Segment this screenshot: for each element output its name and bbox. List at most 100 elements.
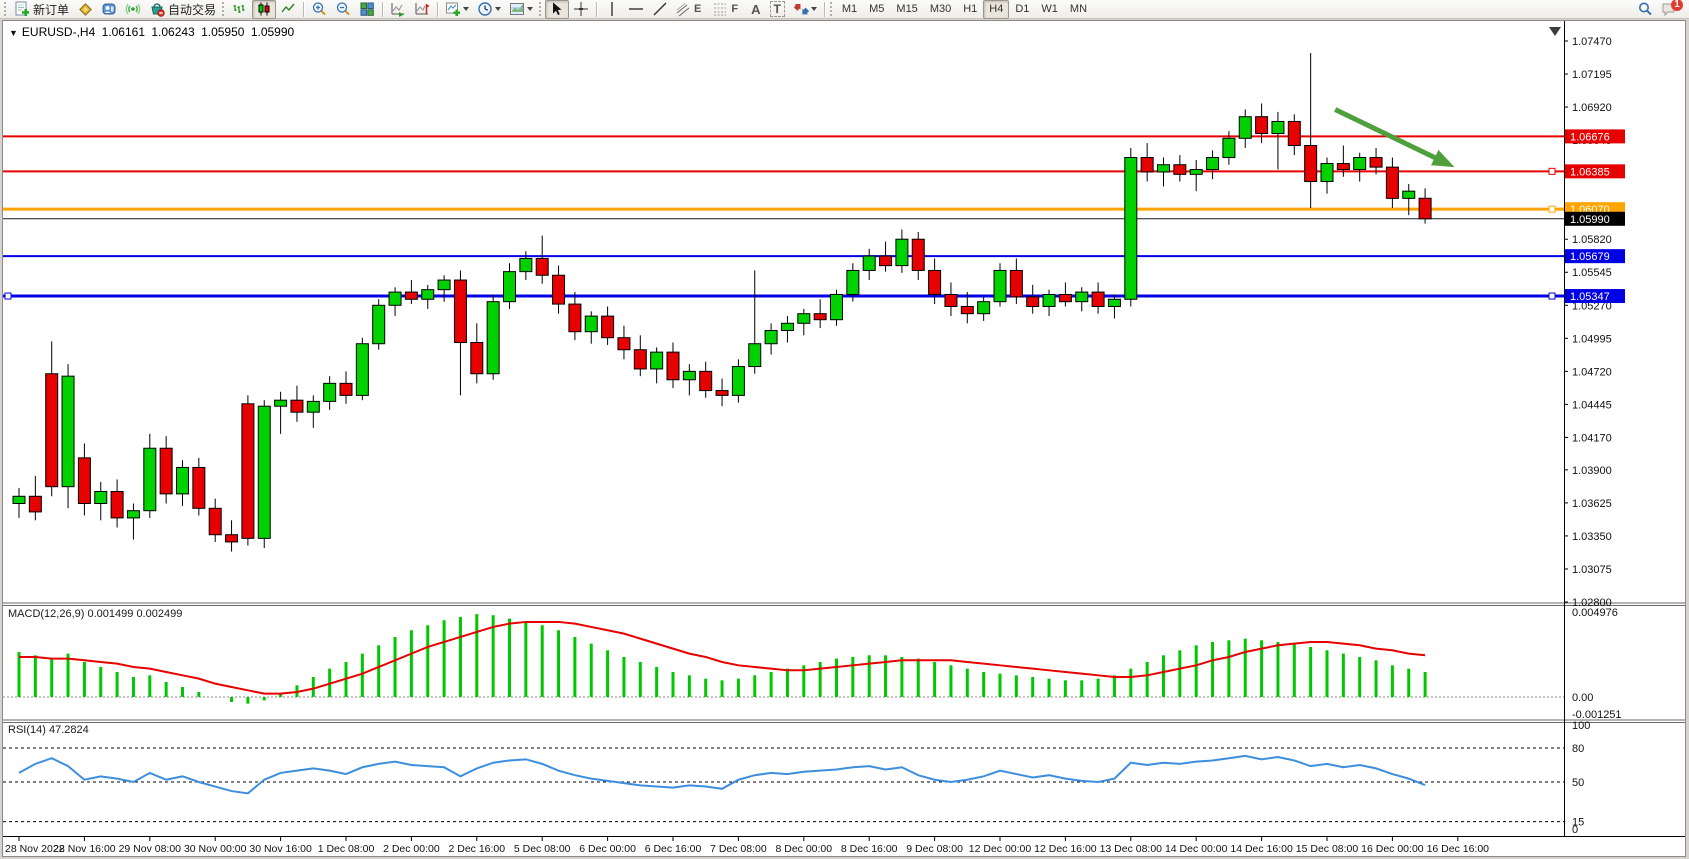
toolbar-grip[interactable] — [829, 2, 832, 16]
bear-candle — [404, 291, 418, 300]
time-axis-label: 13 Dec 08:00 — [1100, 843, 1163, 855]
vertical-line-button[interactable] — [600, 0, 624, 19]
bar-chart-button[interactable] — [228, 0, 252, 19]
chart-window[interactable]: ▼ EURUSD-,H4 1.06161 1.06243 1.05950 1.05… — [2, 20, 1686, 857]
chevron-down-icon — [810, 7, 817, 11]
bull-candle — [977, 301, 991, 315]
price-axis-label: 1.05820 — [1572, 234, 1612, 246]
bull-candle — [126, 510, 140, 519]
crosshair-button[interactable] — [569, 0, 593, 19]
community-button[interactable] — [97, 0, 121, 19]
annotation-layer[interactable] — [1334, 107, 1455, 168]
toolbar-separator — [382, 1, 384, 17]
text-label-button[interactable]: T — [766, 0, 789, 19]
toolbar-grip[interactable] — [222, 2, 225, 16]
bull-candle — [355, 343, 369, 396]
new-order-label: 新订单 — [33, 2, 70, 17]
chart-shift-button[interactable] — [410, 0, 434, 19]
toolbar: 新订单 自动交易 — [0, 0, 1689, 19]
bull-candle — [1238, 116, 1252, 139]
text-button[interactable]: A — [746, 0, 765, 19]
line-handle — [1548, 167, 1556, 175]
templates-button[interactable] — [505, 0, 537, 19]
rsi-name: RSI(14) — [8, 724, 46, 736]
time-axis-label: 6 Dec 16:00 — [645, 843, 702, 855]
line-handle — [1548, 292, 1556, 300]
zoom-in-button[interactable] — [307, 0, 331, 19]
bull-candle — [176, 466, 189, 495]
price-axis-label: 1.03075 — [1572, 564, 1612, 576]
gold-diamond-button[interactable] — [73, 0, 97, 19]
time-axis-label: 8 Dec 00:00 — [775, 843, 832, 855]
timeframe-m1-button[interactable]: M1 — [841, 3, 858, 15]
timeframe-mn-button[interactable]: MN — [1069, 3, 1088, 15]
zoom-in-icon — [312, 2, 326, 16]
price-tag — [1565, 129, 1625, 144]
timeframe-m15-button[interactable]: M15 — [896, 3, 918, 15]
macd-axis-label: -0.001251 — [1572, 709, 1622, 721]
bear-candle — [1173, 164, 1187, 175]
tile-windows-button[interactable] — [355, 0, 379, 19]
price-tag — [1565, 249, 1625, 264]
price-chart[interactable]: 1.074701.071951.069201.066451.063701.060… — [3, 21, 1685, 856]
equidistant-channel-button[interactable]: E — [672, 0, 709, 19]
time-axis-label: 12 Dec 00:00 — [969, 843, 1032, 855]
bear-candle — [1418, 197, 1432, 220]
toolbar-grip[interactable] — [4, 2, 6, 16]
chat-button[interactable]: 1 — [1657, 0, 1687, 19]
chat-badge: 1 — [1671, 0, 1683, 11]
bull-candle — [1124, 157, 1138, 300]
bear-candle — [813, 313, 827, 321]
timeframe-d1-button[interactable]: D1 — [1015, 3, 1030, 15]
bull-candle — [257, 405, 271, 539]
timeframe-w1-button[interactable]: W1 — [1041, 3, 1058, 15]
zoom-out-button[interactable] — [331, 0, 355, 19]
toolbar-separator — [823, 1, 825, 17]
fibonacci-button[interactable]: F — [709, 0, 746, 19]
new-order-button[interactable]: 新订单 — [10, 0, 73, 19]
line-chart-icon — [281, 3, 295, 13]
timeframe-h1-button[interactable]: H1 — [963, 3, 978, 15]
indicators-button[interactable] — [441, 0, 473, 19]
price-tag-label: 1.06385 — [1570, 166, 1610, 178]
bull-candle — [1189, 169, 1203, 175]
auto-scroll-button[interactable] — [386, 0, 410, 19]
bear-candle — [552, 274, 566, 305]
horizontal-line-button[interactable] — [624, 0, 648, 19]
trendline-button[interactable] — [648, 0, 672, 19]
templates-icon — [510, 3, 525, 15]
line-chart-button[interactable] — [276, 0, 300, 19]
timeframe-h4-button[interactable]: H4 — [983, 0, 1010, 19]
search-icon — [1639, 2, 1652, 16]
price-tag — [1565, 211, 1625, 226]
auto-trading-button[interactable]: 自动交易 — [145, 0, 220, 19]
timeframe-m5-button[interactable]: M5 — [869, 3, 885, 15]
search-button[interactable] — [1633, 0, 1657, 19]
news-signal-button[interactable] — [121, 0, 145, 19]
toolbar-grip[interactable] — [539, 2, 542, 16]
time-axis-label: 7 Dec 08:00 — [710, 843, 767, 855]
periods-button[interactable] — [473, 0, 505, 19]
candlestick-chart-button[interactable] — [252, 0, 277, 19]
fibonacci-letter: F — [731, 3, 739, 15]
indicators-icon — [446, 2, 461, 16]
channel-letter: E — [694, 3, 702, 15]
arrows-button[interactable] — [789, 0, 821, 19]
timeframe-m30-button[interactable]: M30 — [929, 3, 952, 15]
bull-candle — [519, 257, 533, 273]
levels-layer[interactable] — [3, 135, 1564, 300]
price-axis-label: 1.04170 — [1572, 432, 1612, 444]
bull-candle — [1206, 157, 1220, 171]
price-axis-label: 1.02800 — [1572, 597, 1612, 609]
chevron-down-icon[interactable]: ▼ — [9, 28, 18, 38]
bear-candle — [568, 303, 582, 333]
cursor-button[interactable] — [545, 0, 570, 19]
rsi-value: 47.2824 — [48, 724, 89, 736]
line-handle — [1548, 205, 1556, 213]
trend-arrow-shaft — [1334, 107, 1444, 164]
bull-candle — [437, 279, 451, 291]
bull-candle — [306, 400, 320, 413]
time-axis-label: 2 Dec 16:00 — [448, 843, 505, 855]
bear-candle — [944, 293, 958, 307]
zoom-out-icon — [336, 2, 350, 16]
